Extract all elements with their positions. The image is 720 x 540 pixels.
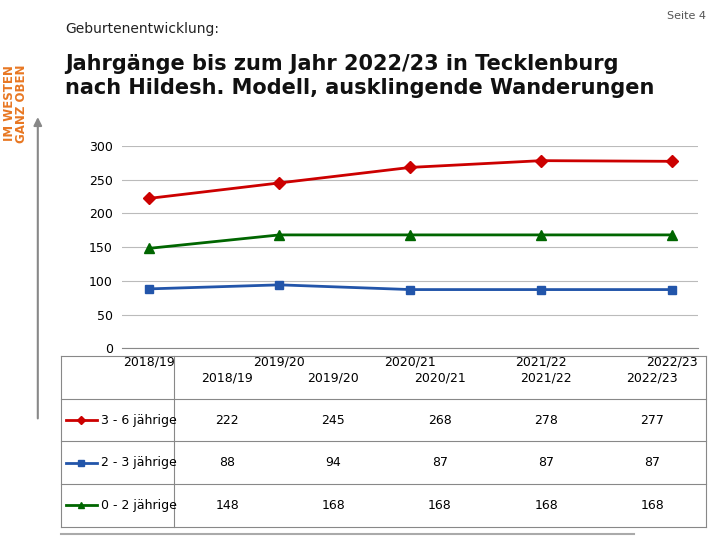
Text: 2019/20: 2019/20 [307, 371, 359, 384]
0 - 2 jährige [406, 232, 415, 238]
3 - 6 jährige [668, 158, 677, 165]
Text: Seite 4: Seite 4 [667, 11, 706, 21]
Text: 148: 148 [215, 499, 239, 512]
Text: 278: 278 [534, 414, 558, 427]
2 - 3 jährige [406, 286, 415, 293]
Text: 88: 88 [219, 456, 235, 469]
Text: Jahrgänge bis zum Jahr 2022/23 in Tecklenburg
nach Hildesh. Modell, ausklingende: Jahrgänge bis zum Jahr 2022/23 in Teckle… [65, 54, 654, 98]
Text: 2 - 3 jährige: 2 - 3 jährige [101, 456, 177, 469]
3 - 6 jährige [275, 180, 284, 186]
Text: 168: 168 [641, 499, 665, 512]
Text: Geburtenentwicklung:: Geburtenentwicklung: [65, 22, 219, 36]
Text: 2022/23: 2022/23 [626, 371, 678, 384]
2 - 3 jährige [144, 286, 153, 292]
2 - 3 jährige [275, 282, 284, 288]
0 - 2 jährige [668, 232, 677, 238]
Text: 87: 87 [538, 456, 554, 469]
Text: 277: 277 [641, 414, 665, 427]
Text: 168: 168 [322, 499, 346, 512]
Text: 222: 222 [215, 414, 239, 427]
0 - 2 jährige [144, 245, 153, 252]
0 - 2 jährige [537, 232, 546, 238]
3 - 6 jährige [144, 195, 153, 201]
Line: 3 - 6 jährige: 3 - 6 jährige [145, 157, 676, 202]
Text: 245: 245 [322, 414, 346, 427]
Text: 168: 168 [534, 499, 558, 512]
Text: 168: 168 [428, 499, 451, 512]
Text: 3 - 6 jährige: 3 - 6 jährige [101, 414, 177, 427]
3 - 6 jährige [406, 164, 415, 171]
Text: 2021/22: 2021/22 [521, 371, 572, 384]
Text: 2018/19: 2018/19 [202, 371, 253, 384]
2 - 3 jährige [537, 286, 546, 293]
Text: IM WESTEN: IM WESTEN [3, 65, 16, 141]
0 - 2 jährige [275, 232, 284, 238]
2 - 3 jährige [668, 286, 677, 293]
Text: 87: 87 [432, 456, 448, 469]
3 - 6 jährige [537, 157, 546, 164]
Text: GANZ OBEN: GANZ OBEN [15, 65, 28, 143]
Text: 94: 94 [325, 456, 341, 469]
Line: 2 - 3 jährige: 2 - 3 jährige [145, 281, 676, 294]
Text: 87: 87 [644, 456, 660, 469]
Text: 268: 268 [428, 414, 451, 427]
Text: 0 - 2 jährige: 0 - 2 jährige [101, 499, 177, 512]
Line: 0 - 2 jährige: 0 - 2 jährige [144, 230, 677, 253]
Text: 2020/21: 2020/21 [414, 371, 466, 384]
